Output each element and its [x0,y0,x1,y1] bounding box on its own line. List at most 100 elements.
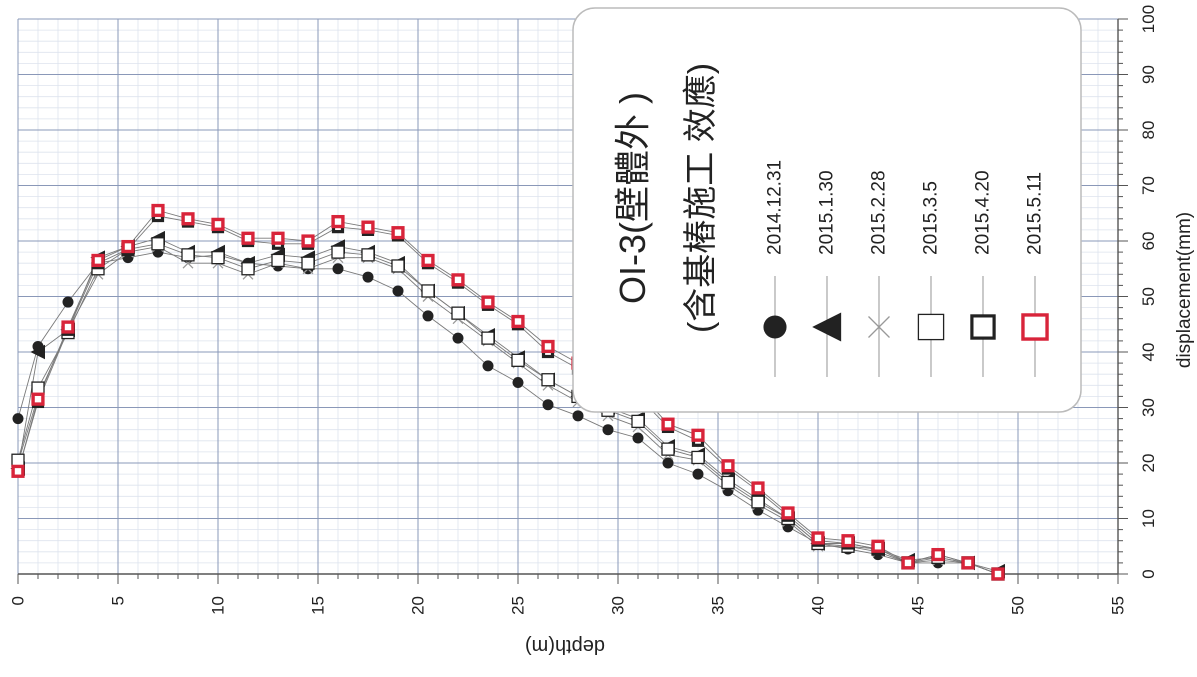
data-point [361,220,375,234]
data-point [30,344,45,360]
data-point [151,203,165,218]
data-point [181,248,195,262]
data-point [811,531,825,545]
series-points [10,203,1005,581]
data-point [421,284,435,298]
data-point [271,253,285,268]
data-point [481,331,495,345]
data-point [61,320,75,334]
data-point [361,248,375,262]
data-point [451,273,465,287]
legend-item: 2014.12.31 [763,160,787,377]
data-point [812,312,842,342]
y-tick-label: 20 [1139,454,1158,473]
legend-item: 2015.4.20 [970,170,996,377]
data-point [692,468,704,480]
legend-item: 2015.2.28 [868,170,890,377]
data-point [31,392,45,406]
x-tick-label: 0 [9,596,28,605]
data-point [211,250,225,265]
data-point [301,256,315,270]
series-line [17,243,999,575]
x-tick-label: 45 [909,596,928,615]
x-tick-label: 40 [809,596,828,615]
data-point [482,360,494,372]
data-point [572,410,584,422]
legend-subtitle: (含基樁施工 效應) [682,63,720,333]
data-point [211,217,225,231]
data-point [631,414,645,429]
data-point [931,547,945,562]
data-point [961,556,975,570]
data-point [751,495,765,509]
data-point [868,316,890,338]
data-point [511,353,525,367]
data-point [121,239,135,254]
data-point [421,253,435,268]
y-tick-label: 90 [1139,65,1158,84]
data-point [301,234,315,248]
x-tick-label: 15 [309,596,328,615]
data-point [512,377,524,389]
legend-item: 2015.3.5 [917,181,945,377]
y-tick-label: 80 [1139,121,1158,140]
legend-box [572,7,1082,413]
data-point [241,262,255,276]
x-tick-label: 35 [709,596,728,615]
data-point [917,313,945,341]
data-point [62,296,74,308]
y-tick-label: 60 [1139,232,1158,251]
data-point [332,263,344,275]
data-point [751,481,765,495]
series-line [17,246,999,575]
data-point [662,457,674,469]
data-point [511,314,525,329]
data-point [632,432,644,444]
legend: OI-3(壁體外 ) (含基樁施工 效應) 2014.12.31 2015.1.3… [572,7,1082,413]
x-tick-label: 5 [109,596,128,605]
legend-title: OI-3(壁體外 ) [612,92,653,304]
x-tick-label: 55 [1109,596,1128,615]
data-point [691,450,705,465]
x-tick-label: 30 [609,596,628,615]
data-point [452,332,464,344]
y-tick-label: 30 [1139,398,1158,417]
y-tick-label: 50 [1139,287,1158,306]
y-axis-ticks: 0 10 20 30 40 50 60 70 80 90 100 [1139,5,1158,579]
x-axis-ticks: 0 5 10 15 20 25 30 35 40 45 50 55 [9,596,1128,615]
legend-label: 2015.5.11 [1025,172,1046,255]
data-point [721,475,735,490]
series-group [11,203,1005,581]
data-point [422,310,434,322]
data-point [602,424,614,436]
data-point [541,373,555,387]
data-point [181,212,195,226]
data-point [661,442,675,456]
data-point [11,453,25,467]
x-tick-label: 20 [409,596,428,615]
legend-item: 2015.1.30 [812,170,842,377]
y-tick-label: 100 [1139,5,1158,33]
data-point [691,428,705,442]
y-tick-label: 40 [1139,343,1158,362]
data-point [12,413,24,425]
x-axis-label: depth(m) [525,635,605,657]
data-point [331,245,345,259]
data-point [991,567,1005,581]
data-point [11,464,25,478]
data-point [1021,313,1049,341]
data-point [781,506,795,520]
data-point [91,253,105,268]
series-line [17,209,999,575]
data-point [151,237,165,251]
legend-items: 2014.12.31 2015.1.30 2015.2.28 2015.3.5 2015… [763,160,1049,377]
series-lines [17,209,999,575]
legend-label: 2015.2.28 [869,170,890,255]
y-axis-label: displacement(mm) [1174,212,1195,368]
y-tick-label: 0 [1139,569,1158,578]
axes [17,18,1128,584]
x-tick-label: 25 [509,596,528,615]
data-point [841,534,855,548]
y-tick-label: 70 [1139,176,1158,195]
